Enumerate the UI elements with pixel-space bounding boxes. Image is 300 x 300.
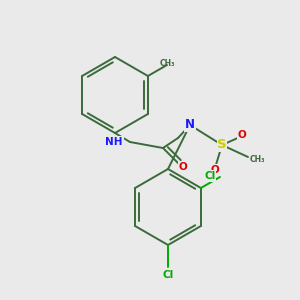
Text: NH: NH <box>106 137 123 147</box>
Text: CH₃: CH₃ <box>159 59 175 68</box>
Text: Cl: Cl <box>205 171 216 181</box>
Text: O: O <box>238 130 246 140</box>
Text: O: O <box>178 162 188 172</box>
Text: N: N <box>185 118 195 131</box>
Text: Cl: Cl <box>162 270 174 280</box>
Text: S: S <box>217 139 227 152</box>
Text: CH₃: CH₃ <box>250 154 266 164</box>
Text: O: O <box>211 165 219 175</box>
